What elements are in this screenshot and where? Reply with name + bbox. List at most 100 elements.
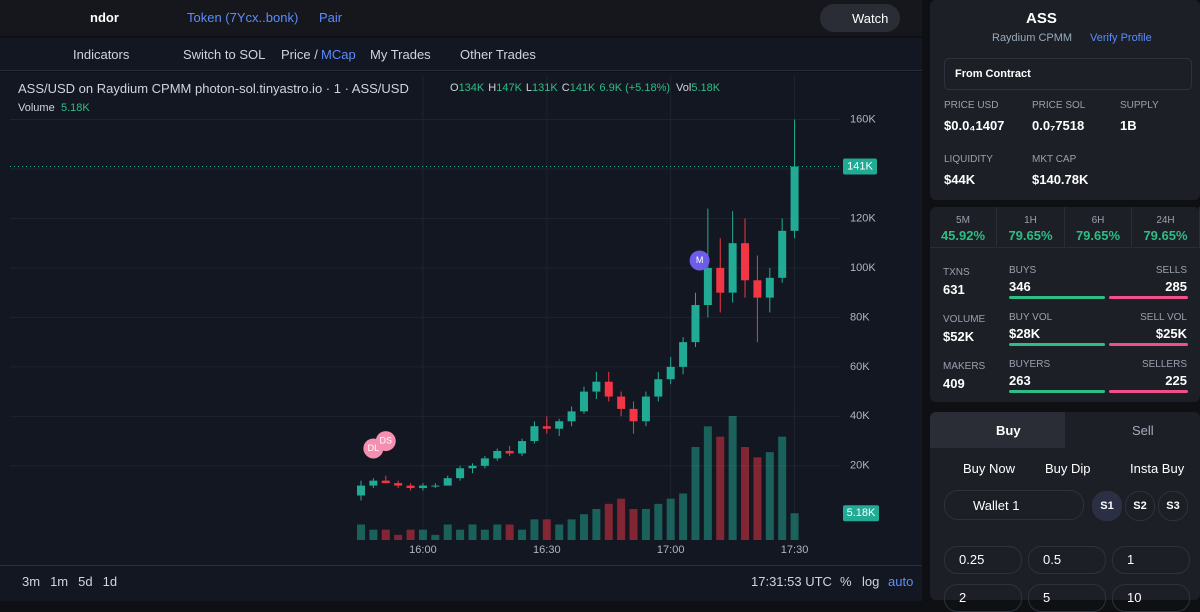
y-tick-label: 100K	[850, 262, 876, 274]
row-label: TXNS	[943, 267, 970, 278]
clock: 17:31:53 UTC	[751, 574, 832, 589]
volume-bar	[703, 426, 712, 540]
candle-body	[716, 267, 725, 293]
range[interactable]: 1d	[102, 574, 118, 589]
period-cell[interactable]	[1132, 207, 1200, 248]
amount[interactable]: 5	[1028, 584, 1106, 612]
candle-body	[617, 396, 626, 409]
range[interactable]: 5d	[78, 574, 93, 589]
range[interactable]: 1m	[50, 574, 69, 589]
stat-label: MKT CAP	[1032, 154, 1077, 165]
pair-link[interactable]: Pair	[319, 10, 343, 25]
my-trades[interactable]: My Trades	[370, 47, 431, 62]
buy-tab[interactable]: Buy	[930, 412, 1065, 448]
txn-card: 5M 45.92% 1H 79.65% 6H 79.65% 24H 79.65% TXNS 631…	[930, 207, 1200, 402]
candle-body	[703, 267, 712, 306]
price-toggle[interactable]: Price /	[281, 47, 318, 62]
slot[interactable]: S2	[1125, 491, 1155, 521]
verify[interactable]: Verify Profile	[1090, 32, 1152, 44]
candle-body	[555, 421, 564, 429]
percent[interactable]: %	[840, 574, 852, 589]
volume-bar	[579, 514, 588, 540]
watch-button[interactable]: Watch	[820, 4, 900, 32]
ohlc-key: L	[525, 82, 533, 94]
candle-body	[641, 396, 650, 422]
candle-body	[356, 485, 365, 496]
left-value: 346	[1009, 279, 1031, 294]
buy-bar	[1009, 343, 1105, 346]
slot[interactable]: S3	[1158, 491, 1188, 521]
ohlc-key: H	[488, 82, 497, 94]
amount[interactable]: 2	[944, 584, 1022, 612]
period-cell[interactable]	[930, 207, 997, 248]
candle-body	[790, 166, 799, 231]
stat-label: SUPPLY	[1120, 100, 1159, 111]
ohlc-key: O	[450, 82, 459, 94]
sell-tab[interactable]: Sell	[1132, 423, 1154, 438]
marker	[689, 250, 710, 271]
from-contract[interactable]: From Contract	[944, 58, 1192, 90]
log[interactable]: log	[862, 574, 880, 589]
candle-body	[530, 426, 539, 442]
volume-bar	[604, 503, 613, 540]
period-cell[interactable]	[1065, 207, 1132, 248]
chart-area: 20K40K60K80K100K120K140K160K16:0016:3017…	[0, 72, 922, 565]
mode[interactable]: Buy Dip	[1045, 461, 1091, 476]
y-tick-label: 120K	[850, 212, 876, 224]
buy-bar	[1009, 296, 1105, 299]
last-price-box	[843, 158, 877, 175]
candle-body	[728, 243, 737, 293]
wallet-select[interactable]: Wallet 1	[944, 490, 1084, 520]
volume-bar	[493, 524, 502, 540]
indicators[interactable]: Indicators	[73, 47, 130, 62]
candle-body	[567, 411, 576, 422]
right-label: SELL VOL	[1140, 312, 1187, 323]
volume-bar	[480, 529, 489, 540]
volume-bar	[505, 524, 514, 540]
volume-bar	[641, 509, 650, 540]
other-trades[interactable]: Other Trades	[460, 47, 536, 62]
buy-label: Buy	[996, 423, 1021, 438]
slot[interactable]: S1	[1092, 491, 1122, 521]
candle-body	[778, 230, 787, 278]
token-link[interactable]: Token (7Ycx..bonk)	[187, 10, 299, 25]
period-cell[interactable]	[997, 207, 1065, 248]
watch-label: Watch	[852, 11, 889, 26]
volume-bar	[555, 524, 564, 540]
mode[interactable]: Insta Buy	[1130, 461, 1185, 476]
x-tick-label: 17:30	[781, 544, 809, 556]
candle-body	[394, 483, 403, 486]
range[interactable]: 3m	[22, 574, 41, 589]
volume-bar	[679, 493, 688, 540]
candle-body	[418, 485, 427, 489]
amount[interactable]: 0.5	[1028, 546, 1106, 574]
right-label: SELLERS	[1141, 359, 1187, 370]
volume-bar	[542, 519, 551, 540]
left-label: BUY VOL	[1009, 312, 1053, 323]
header: ndor Token (7Ycx..bonk) Pair Watch	[0, 0, 922, 36]
amount[interactable]: 0.25	[944, 546, 1022, 574]
mode[interactable]: Buy Now	[963, 461, 1016, 476]
x-tick-label: 17:00	[657, 544, 685, 556]
volume-value: 5.18K	[61, 102, 90, 114]
right-value: 285	[1165, 279, 1187, 294]
marker-label: DS	[380, 435, 393, 445]
volume-bar	[418, 529, 427, 540]
mcap-toggle[interactable]: MCap	[321, 47, 356, 62]
volume-bar	[518, 529, 527, 540]
switch-sol[interactable]: Switch to SOL	[183, 47, 266, 62]
volume-bar	[530, 519, 539, 540]
volume-bar	[369, 529, 378, 540]
sell-bar	[1109, 296, 1188, 299]
period-label: 1H	[1024, 215, 1037, 226]
auto[interactable]: auto	[888, 574, 914, 589]
right-value: 225	[1165, 373, 1187, 388]
buy-bar	[1009, 390, 1105, 393]
volume-bar	[617, 498, 626, 540]
amount[interactable]: 1	[1112, 546, 1190, 574]
x-tick-label: 16:00	[409, 544, 437, 556]
row-label: VOLUME	[943, 314, 986, 325]
volume-bar	[728, 416, 737, 540]
symbol: ASS/USD on Raydium CPMM photon-sol.tinya…	[18, 81, 409, 96]
amount[interactable]: 10	[1112, 584, 1190, 612]
